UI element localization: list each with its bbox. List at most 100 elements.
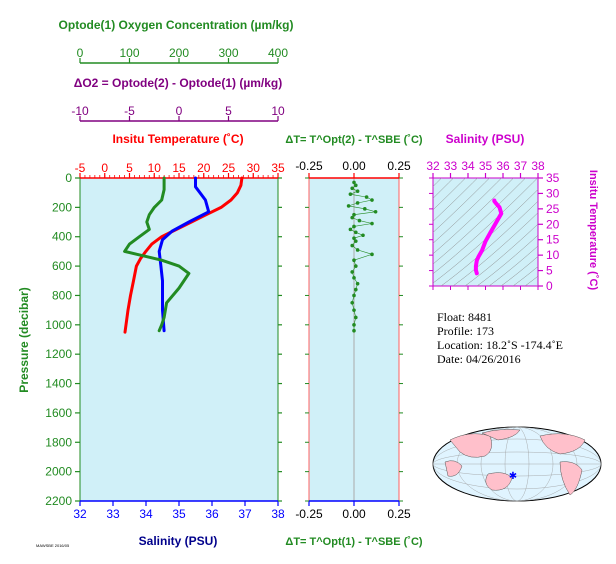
delta-t-point: [354, 287, 358, 292]
ts-salinity-tick-label: 38: [531, 159, 545, 173]
delta-t-axes: -0.25 -0.25 0.00 0.00 0.25 0.25: [295, 159, 411, 521]
pressure-tick-label: 1800: [45, 435, 72, 449]
delta-t-point: [370, 198, 374, 202]
delta-t-point: [350, 186, 355, 191]
pressure-tick-label: 600: [52, 259, 72, 273]
salinity-axis-tick-label: 34: [139, 507, 153, 521]
temperature-axis-tick-label: 20: [197, 161, 211, 175]
delta-t-point: [373, 209, 378, 214]
temperature-axis-title: Insitu Temperature (˚C): [112, 132, 243, 146]
delta-o2-axis-title: ΔO2 = Optode(2) - Optode(1) (µm/kg): [74, 76, 283, 90]
ts-salinity-title: Salinity (PSU): [446, 132, 525, 146]
delta-o2-axis-tick-label: -5: [124, 104, 135, 118]
ts-density-contour: [433, 189, 538, 284]
delta-t-top-tick-label: 0.00: [342, 159, 366, 173]
profile-number: Profile: 173: [437, 324, 494, 338]
pressure-tick-label: 2000: [45, 465, 72, 479]
ts-temp-tick-label: 35: [546, 171, 560, 185]
delta-t-point: [348, 227, 353, 232]
oxygen-axis-tick-label: 0: [77, 46, 84, 60]
delta-t-point: [352, 293, 356, 298]
delta-t-point: [352, 276, 356, 280]
ts-temperature-label: Insitu Temperature (˚C): [587, 170, 599, 291]
delta-o2-axis-tick-label: 10: [271, 104, 285, 118]
temperature-axis-tick-label: 25: [222, 161, 236, 175]
main-plot-series: [123, 176, 244, 334]
delta-t-top-tick-label: 0.25: [387, 159, 411, 173]
delta-t-bottom-tick-label: 0.00: [342, 507, 366, 521]
ts-salinity-tick-label: 36: [496, 159, 510, 173]
delta-t-bottom-title: ΔT= T^Opt(1) - T^SBE (˚C): [285, 536, 422, 548]
ts-salinity-tick-label: 34: [461, 159, 475, 173]
delta-t-point: [355, 281, 360, 286]
salinity-axis-tick-label: 33: [106, 507, 120, 521]
pressure-tick-label: 1400: [45, 377, 72, 391]
delta-t-point: [352, 180, 356, 185]
pressure-tick-label: 1200: [45, 347, 72, 361]
float-location-marker: ✱: [509, 471, 517, 482]
delta-t-point: [354, 183, 358, 188]
ts-density-contour: [433, 178, 526, 265]
ts-density-contour: [488, 245, 538, 286]
delta-o2-axis-tick-label: 5: [225, 104, 232, 118]
ts-salinity-tick-label: 37: [514, 159, 528, 173]
ts-temp-tick-label: 5: [546, 264, 553, 278]
salinity-axis-tick-label: 37: [238, 507, 252, 521]
ts-temp-tick-label: 10: [546, 248, 560, 262]
pressure-axis-label: Pressure (decibar): [17, 287, 31, 392]
delta-t-point: [361, 233, 365, 238]
delta-t-point: [370, 252, 374, 257]
ts-series: [473, 198, 504, 276]
oxygen-axis-tick-label: 400: [268, 46, 288, 60]
main-plot-background: [79, 177, 279, 502]
salinity-axis-label: Salinity (PSU): [139, 534, 218, 548]
pressure-tick-label: 400: [52, 230, 72, 244]
delta-t-point: [354, 239, 358, 243]
delta-o2-axis: -10 -5 0 5 10: [71, 104, 285, 122]
delta-t-point: [352, 236, 356, 240]
ts-temp-tick-label: 0: [546, 279, 553, 293]
delta-t-point: [352, 328, 356, 333]
salinity-axis-tick-label: 35: [172, 507, 186, 521]
temperature-axis-tick-label: 35: [271, 161, 285, 175]
salinity-axis-tick-label: 38: [271, 507, 285, 521]
delta-t-point: [357, 218, 362, 223]
oxygen-axis: 0 100 200 300 400: [77, 46, 288, 64]
ts-density-contour: [512, 266, 538, 286]
ts-density-contour: [440, 200, 538, 286]
ts-density-contour: [476, 234, 538, 286]
ts-curve: [473, 198, 504, 276]
delta-t-point: [350, 270, 355, 274]
temperature-series-line: [123, 176, 244, 334]
oxygen-axis-title: Optode(1) Oxygen Concentration (µm/kg): [59, 18, 294, 32]
oxygen-series-line: [123, 176, 191, 333]
delta-t-point: [346, 204, 351, 208]
ts-density-contour: [433, 178, 502, 244]
pressure-tick-label: 1000: [45, 318, 72, 332]
pressure-tick-label: 200: [52, 200, 72, 214]
ts-temp-tick-label: 15: [546, 233, 560, 247]
delta-t-top-tick-label: -0.25: [295, 159, 323, 173]
ts-density-contours: [433, 178, 538, 286]
delta-t-bottom-tick-label: 0.25: [387, 507, 411, 521]
temperature-axis-tick-label: 5: [126, 161, 133, 175]
delta-t-point: [355, 201, 360, 205]
pressure-tick-label: 800: [52, 288, 72, 302]
delta-t-point: [350, 300, 355, 305]
ts-density-contour: [433, 178, 514, 255]
ts-salinity-tick-label: 33: [444, 159, 458, 173]
delta-t-point: [352, 323, 356, 327]
salinity-series-line: [157, 176, 211, 333]
ts-density-contour: [500, 256, 538, 286]
location: Location: 18.2˚S -174.4˚E: [437, 338, 563, 352]
date: Date: 04/26/2016: [437, 352, 521, 366]
delta-t-point: [352, 308, 356, 312]
world-map: ✱: [432, 426, 602, 502]
delta-t-point: [352, 224, 356, 229]
ts-temp-tick-label: 20: [546, 217, 560, 231]
pressure-tick-label: 2200: [45, 494, 72, 508]
oxygen-axis-tick-label: 200: [169, 46, 189, 60]
delta-t-point: [350, 215, 355, 220]
